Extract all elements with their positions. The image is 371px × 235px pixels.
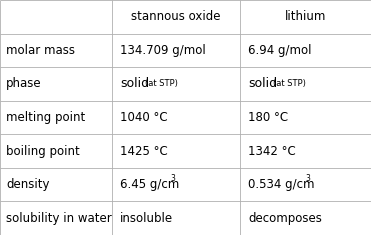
Text: 3: 3 — [170, 174, 175, 183]
Text: solubility in water: solubility in water — [6, 212, 112, 225]
Text: lithium: lithium — [285, 10, 326, 23]
Text: 6.94 g/mol: 6.94 g/mol — [248, 44, 312, 57]
Text: molar mass: molar mass — [6, 44, 75, 57]
Text: 1342 °C: 1342 °C — [248, 145, 296, 158]
Text: insoluble: insoluble — [120, 212, 173, 225]
Text: boiling point: boiling point — [6, 145, 80, 158]
Text: 1425 °C: 1425 °C — [120, 145, 168, 158]
Text: solid: solid — [248, 77, 277, 90]
Text: 6.45 g/cm: 6.45 g/cm — [120, 178, 179, 191]
Text: 180 °C: 180 °C — [248, 111, 288, 124]
Text: 134.709 g/mol: 134.709 g/mol — [120, 44, 206, 57]
Text: 3: 3 — [305, 174, 310, 183]
Text: phase: phase — [6, 77, 42, 90]
Text: density: density — [6, 178, 49, 191]
Text: 0.534 g/cm: 0.534 g/cm — [248, 178, 315, 191]
Text: stannous oxide: stannous oxide — [131, 10, 221, 23]
Text: decomposes: decomposes — [248, 212, 322, 225]
Text: (at STP): (at STP) — [273, 79, 306, 88]
Text: (at STP): (at STP) — [145, 79, 178, 88]
Text: solid: solid — [120, 77, 149, 90]
Text: melting point: melting point — [6, 111, 85, 124]
Text: 1040 °C: 1040 °C — [120, 111, 168, 124]
